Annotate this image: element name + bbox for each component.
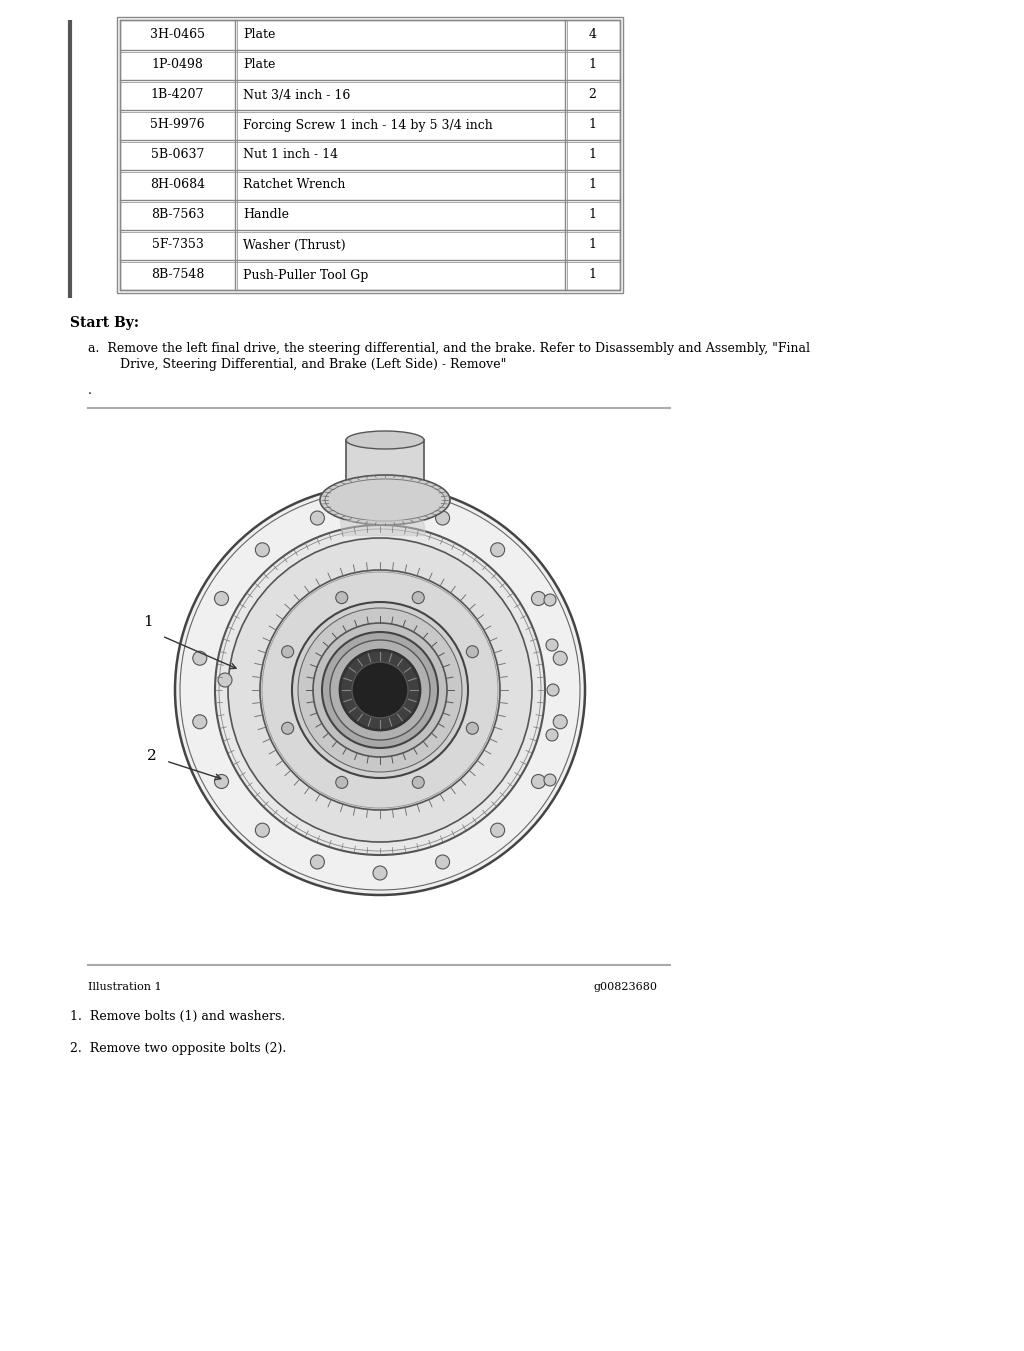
Circle shape [435, 855, 450, 869]
Ellipse shape [346, 431, 424, 449]
Text: 1.  Remove bolts (1) and washers.: 1. Remove bolts (1) and washers. [70, 1011, 286, 1023]
Bar [346, 440, 424, 505]
Text: 8H-0684: 8H-0684 [150, 178, 205, 192]
Text: 1: 1 [589, 119, 597, 131]
Circle shape [340, 650, 420, 730]
Circle shape [546, 639, 558, 651]
Text: Handle: Handle [243, 208, 289, 222]
Circle shape [373, 866, 387, 880]
Text: 5H-9976: 5H-9976 [151, 119, 205, 131]
Text: 2: 2 [147, 748, 157, 763]
Text: Illustration 1: Illustration 1 [88, 982, 162, 992]
Text: 1: 1 [589, 178, 597, 192]
Text: 1: 1 [589, 239, 597, 251]
Circle shape [413, 777, 424, 789]
Text: 1: 1 [589, 208, 597, 222]
Text: Plate: Plate [243, 58, 275, 72]
Circle shape [553, 651, 567, 665]
Circle shape [466, 723, 478, 734]
Circle shape [490, 823, 505, 838]
Ellipse shape [319, 476, 450, 526]
Text: 5B-0637: 5B-0637 [151, 149, 204, 162]
Circle shape [336, 592, 348, 604]
Circle shape [373, 500, 387, 513]
Text: 2: 2 [589, 89, 596, 101]
Text: Plate: Plate [243, 28, 275, 42]
Circle shape [310, 511, 325, 526]
Text: 5F-7353: 5F-7353 [152, 239, 204, 251]
Text: Drive, Steering Differential, and Brake (Left Side) - Remove": Drive, Steering Differential, and Brake … [104, 358, 507, 372]
Text: Nut 1 inch - 14: Nut 1 inch - 14 [243, 149, 338, 162]
Circle shape [175, 485, 585, 894]
Circle shape [544, 774, 556, 786]
Circle shape [352, 662, 408, 717]
Circle shape [310, 855, 325, 869]
Bar [117, 18, 623, 293]
Text: Forcing Screw 1 inch - 14 by 5 3/4 inch: Forcing Screw 1 inch - 14 by 5 3/4 inch [243, 119, 493, 131]
Circle shape [260, 570, 500, 811]
Circle shape [531, 592, 546, 605]
Text: Push-Puller Tool Gp: Push-Puller Tool Gp [243, 269, 369, 281]
Circle shape [292, 603, 468, 778]
Circle shape [322, 632, 438, 748]
Circle shape [547, 684, 559, 696]
Circle shape [193, 715, 207, 728]
Circle shape [553, 715, 567, 728]
Text: 1: 1 [143, 615, 153, 630]
Circle shape [330, 640, 430, 740]
Text: 8B-7548: 8B-7548 [151, 269, 204, 281]
Text: Nut 3/4 inch - 16: Nut 3/4 inch - 16 [243, 89, 350, 101]
Text: a.  Remove the left final drive, the steering differential, and the brake. Refer: a. Remove the left final drive, the stee… [88, 342, 810, 355]
Circle shape [228, 538, 532, 842]
Text: 4: 4 [589, 28, 597, 42]
Text: 1B-4207: 1B-4207 [151, 89, 204, 101]
Circle shape [214, 774, 228, 789]
Circle shape [282, 723, 294, 734]
Circle shape [466, 646, 478, 658]
Text: g00823680: g00823680 [594, 982, 658, 992]
Circle shape [313, 623, 447, 757]
Text: Ratchet Wrench: Ratchet Wrench [243, 178, 345, 192]
Circle shape [298, 608, 462, 771]
Circle shape [490, 543, 505, 557]
Circle shape [214, 592, 228, 605]
Text: 1: 1 [589, 269, 597, 281]
Circle shape [165, 476, 595, 905]
Ellipse shape [346, 496, 424, 513]
Text: 8B-7563: 8B-7563 [151, 208, 204, 222]
Circle shape [531, 774, 546, 789]
Circle shape [435, 511, 450, 526]
Text: Start By:: Start By: [70, 316, 139, 330]
Text: .: . [88, 384, 92, 397]
Text: 1: 1 [589, 58, 597, 72]
Text: 1: 1 [589, 149, 597, 162]
Circle shape [255, 543, 269, 557]
Text: Washer (Thrust): Washer (Thrust) [243, 239, 346, 251]
Text: 2.  Remove two opposite bolts (2).: 2. Remove two opposite bolts (2). [70, 1042, 287, 1055]
Circle shape [255, 823, 269, 838]
Text: 3H-0465: 3H-0465 [150, 28, 205, 42]
Circle shape [544, 594, 556, 607]
Circle shape [413, 592, 424, 604]
Bar [120, 20, 620, 290]
Circle shape [336, 777, 348, 789]
Circle shape [215, 526, 545, 855]
Circle shape [282, 646, 294, 658]
Circle shape [193, 651, 207, 665]
Text: 1P-0498: 1P-0498 [152, 58, 204, 72]
Circle shape [218, 673, 232, 688]
Circle shape [546, 730, 558, 740]
